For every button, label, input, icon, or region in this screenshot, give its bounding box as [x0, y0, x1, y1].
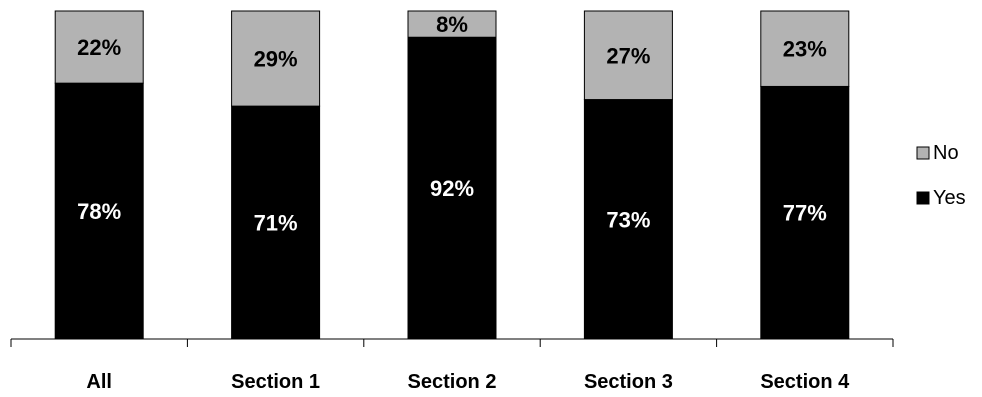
data-label-yes: 77%	[783, 201, 827, 226]
data-label-no: 8%	[436, 12, 468, 37]
category-labels: All Section 1 Section 2 Section 3 Section 4	[86, 371, 850, 393]
legend: No Yes	[916, 142, 966, 209]
data-label-no: 23%	[783, 37, 827, 62]
bar-segment-yes	[407, 36, 497, 340]
x-axis	[10, 338, 894, 347]
data-label-yes: 73%	[606, 207, 650, 232]
data-label-yes: 92%	[430, 176, 474, 201]
bar-segment-no	[760, 10, 850, 87]
data-label-no: 29%	[254, 47, 298, 72]
data-label-yes: 78%	[77, 199, 121, 224]
legend-label-no: No	[933, 142, 959, 164]
x-tick-label: Section 3	[584, 371, 673, 392]
bar-segment-yes	[54, 82, 144, 340]
x-tick-label: All	[86, 371, 112, 392]
data-label-no: 27%	[606, 43, 650, 68]
bars-layer: 78% 22% 71% 29% 92% 8% 73% 27% 77% 23%	[54, 10, 850, 340]
x-tick-label: Section 1	[231, 371, 320, 392]
x-tick-label: Section 4	[760, 371, 850, 392]
legend-swatch-yes	[916, 191, 930, 205]
bar-segment-no	[583, 10, 673, 101]
bar-segment-no	[54, 10, 144, 84]
data-label-yes: 71%	[254, 211, 298, 236]
legend-label-yes: Yes	[933, 187, 966, 209]
legend-swatch-no	[916, 146, 930, 160]
data-label-no: 22%	[77, 35, 121, 60]
x-tick-label: Section 2	[408, 371, 497, 392]
bar-segment-no	[231, 10, 321, 107]
bar-segment-no	[407, 10, 497, 38]
